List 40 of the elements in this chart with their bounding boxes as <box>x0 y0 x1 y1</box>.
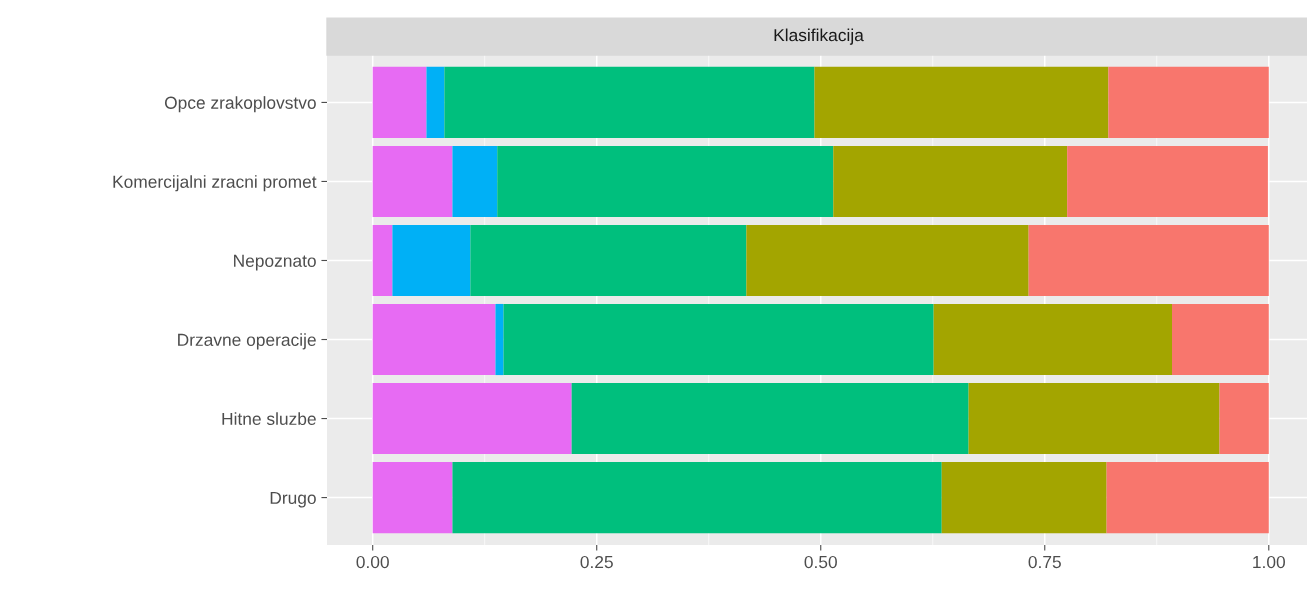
bar <box>968 382 1220 455</box>
x-tick-label: 0.25 <box>580 555 613 569</box>
y-tick-label: Hitne sluzbe <box>222 412 316 426</box>
bar <box>571 382 969 455</box>
bar <box>495 303 504 376</box>
bar <box>1067 145 1268 218</box>
bar <box>372 303 496 376</box>
y-tick-label: Drugo <box>270 491 316 508</box>
bar <box>1108 66 1269 138</box>
bar <box>1028 224 1269 297</box>
bar <box>372 382 572 455</box>
bar <box>426 66 445 138</box>
x-tick-label: 0.00 <box>356 555 389 569</box>
bar <box>452 462 942 534</box>
bar <box>372 462 453 534</box>
chart-title: Klasifikacija <box>774 28 864 45</box>
bar <box>497 145 834 218</box>
bar <box>372 66 427 138</box>
x-tick-label: 1.00 <box>1253 555 1285 569</box>
bar <box>372 224 393 297</box>
bar <box>933 303 1172 376</box>
y-tick-label: Opce zrakoplovstvo <box>164 96 316 113</box>
bar <box>503 303 934 376</box>
bar <box>1219 382 1269 455</box>
bar <box>941 462 1107 534</box>
bar <box>1106 462 1269 534</box>
y-tick-label: Nepoznato <box>234 254 316 271</box>
bar <box>452 145 498 218</box>
bar <box>833 145 1068 218</box>
x-tick-label: 0.75 <box>1028 555 1061 569</box>
bar <box>1172 303 1269 376</box>
bar <box>372 145 453 218</box>
bar <box>392 224 471 297</box>
bar <box>470 224 747 297</box>
bar <box>814 66 1109 138</box>
bar <box>746 224 1029 297</box>
x-tick-label: 0.50 <box>804 555 837 569</box>
y-tick-label: Drzavne operacije <box>178 333 316 350</box>
y-tick-label: Komercijalni zracni promet <box>113 175 317 192</box>
bar <box>444 66 815 138</box>
